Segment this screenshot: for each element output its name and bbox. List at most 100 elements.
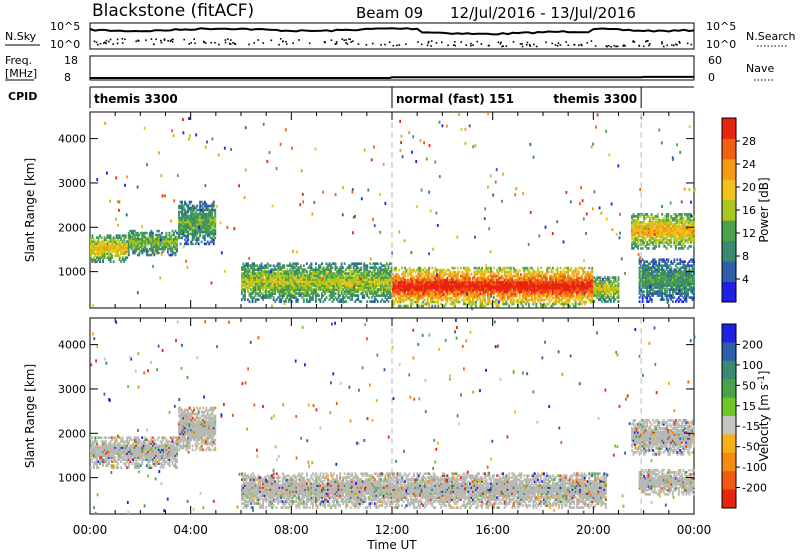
power-cell (287, 264, 290, 267)
power-cell (277, 266, 280, 269)
power-cell (315, 298, 317, 301)
power-cell (470, 304, 473, 308)
power-cell (181, 206, 183, 210)
power-cell (434, 288, 437, 292)
power-cell (355, 282, 358, 285)
power-cell (281, 284, 284, 287)
power-cell (585, 276, 588, 280)
power-cell (641, 241, 644, 244)
power-cell (333, 282, 335, 285)
power-cell (324, 292, 326, 295)
power-cell (472, 298, 474, 302)
power-cell (414, 300, 417, 304)
power-cell (328, 288, 331, 291)
power-cell (302, 284, 305, 287)
power-cell (242, 274, 245, 277)
power-cell (398, 282, 400, 286)
power-cell (336, 266, 338, 269)
power-cell (269, 274, 272, 277)
power-cell (257, 276, 260, 279)
power-cell (613, 294, 615, 297)
power-cell (428, 286, 431, 290)
power-cell (302, 288, 305, 291)
power-cell (552, 270, 554, 274)
power-cell (591, 282, 594, 286)
power-cell (179, 200, 182, 204)
power-cell (259, 278, 261, 281)
power-cell (278, 278, 281, 281)
power-cell (549, 288, 551, 292)
power-cell (432, 296, 435, 300)
power-cell (360, 300, 363, 303)
noise-search-point (308, 42, 311, 45)
power-cell (275, 284, 278, 287)
power-cell (404, 282, 406, 286)
power-cell (271, 288, 274, 291)
power-cell (644, 233, 647, 236)
power-cell (302, 270, 305, 273)
power-cell (508, 296, 511, 300)
power-cell (419, 296, 422, 300)
power-cell (515, 284, 518, 288)
power-cell (280, 278, 283, 281)
power-cell (315, 272, 317, 275)
power-cell (450, 278, 453, 282)
power-cell (325, 266, 328, 269)
power-cell (212, 240, 215, 244)
power-cell (488, 300, 491, 304)
power-cell (121, 252, 124, 255)
power-cell (354, 276, 357, 279)
power-cell (426, 274, 429, 278)
power-cell (278, 300, 281, 303)
power-cell (399, 298, 402, 302)
power-cell (369, 292, 372, 295)
power-cell (265, 266, 268, 269)
power-cell (526, 278, 529, 282)
power-cell (438, 292, 441, 296)
power-cell (324, 270, 326, 273)
power-cell (467, 278, 470, 282)
power-cell (108, 234, 110, 237)
power-cell (293, 292, 296, 295)
power-cell (556, 284, 559, 288)
power-cell (559, 276, 562, 280)
power-cell (447, 272, 450, 276)
power-cell (200, 224, 203, 228)
power-cell (170, 249, 172, 253)
power-cell (296, 284, 299, 287)
power-cell (351, 280, 354, 283)
power-cell (313, 272, 316, 275)
power-cell (527, 282, 530, 286)
power-cell (494, 280, 497, 284)
power-cell (482, 284, 485, 288)
power-cell (475, 286, 477, 290)
power-cell (481, 304, 483, 308)
power-cell (179, 216, 182, 220)
power-cell (296, 300, 299, 303)
power-cell (340, 300, 343, 303)
power-cell (602, 298, 605, 301)
power-cell (535, 284, 538, 288)
power-cell (321, 286, 323, 289)
power-cell (392, 290, 394, 294)
power-cell (355, 276, 358, 279)
power-cell (256, 286, 258, 289)
power-cell (518, 296, 521, 300)
power-cell (277, 280, 280, 283)
power-cell (185, 236, 188, 240)
power-cell (485, 302, 488, 306)
noise-search-point (551, 42, 553, 45)
power-cell (182, 220, 185, 224)
power-cell (90, 252, 92, 255)
power-cell (401, 272, 403, 276)
power-cell (367, 282, 370, 285)
power-cell (109, 240, 112, 243)
power-cell (321, 284, 323, 287)
power-cell (395, 276, 397, 280)
power-cell (398, 274, 400, 278)
power-cell (170, 247, 172, 251)
power-cell (245, 284, 248, 287)
power-cell (272, 274, 275, 277)
power-cell (250, 294, 252, 297)
power-cell (108, 244, 110, 247)
